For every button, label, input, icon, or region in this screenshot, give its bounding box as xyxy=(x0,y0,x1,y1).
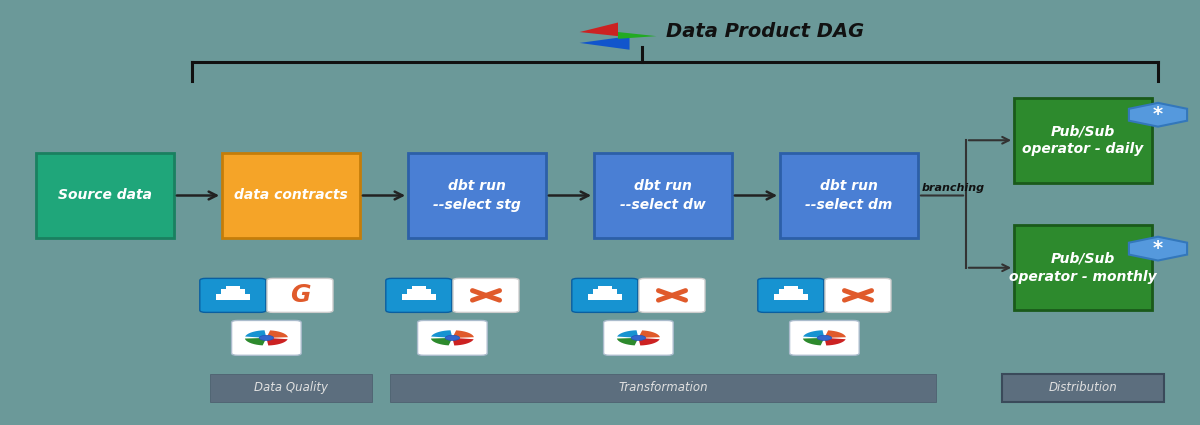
Text: Pub/Sub
operator - monthly: Pub/Sub operator - monthly xyxy=(1009,252,1157,284)
Text: *: * xyxy=(1153,105,1163,124)
FancyBboxPatch shape xyxy=(780,153,918,238)
Text: Data Product DAG: Data Product DAG xyxy=(666,23,864,41)
Text: *: * xyxy=(1153,239,1163,258)
Text: Distribution: Distribution xyxy=(1049,381,1117,394)
FancyBboxPatch shape xyxy=(454,278,520,312)
FancyBboxPatch shape xyxy=(588,294,622,300)
Polygon shape xyxy=(1129,103,1187,127)
FancyBboxPatch shape xyxy=(594,153,732,238)
Text: data contracts: data contracts xyxy=(234,189,348,202)
Circle shape xyxy=(445,335,460,340)
FancyBboxPatch shape xyxy=(774,294,808,300)
FancyBboxPatch shape xyxy=(408,153,546,238)
FancyBboxPatch shape xyxy=(758,278,824,312)
Circle shape xyxy=(259,335,274,340)
FancyBboxPatch shape xyxy=(1014,98,1152,183)
FancyBboxPatch shape xyxy=(598,286,612,289)
Text: Pub/Sub
operator - daily: Pub/Sub operator - daily xyxy=(1022,124,1144,156)
Polygon shape xyxy=(617,338,637,346)
Text: branching: branching xyxy=(922,183,985,193)
FancyBboxPatch shape xyxy=(826,278,892,312)
FancyBboxPatch shape xyxy=(571,278,638,312)
Text: dbt run
--select dw: dbt run --select dw xyxy=(620,179,706,212)
Circle shape xyxy=(817,335,832,340)
Polygon shape xyxy=(580,36,630,50)
Text: G: G xyxy=(289,283,311,307)
Polygon shape xyxy=(617,330,638,337)
Polygon shape xyxy=(266,338,288,346)
Polygon shape xyxy=(454,330,474,338)
FancyBboxPatch shape xyxy=(210,374,372,402)
FancyBboxPatch shape xyxy=(266,278,334,312)
FancyBboxPatch shape xyxy=(604,320,673,355)
Text: dbt run
--select dm: dbt run --select dm xyxy=(805,179,893,212)
FancyBboxPatch shape xyxy=(222,153,360,238)
Polygon shape xyxy=(803,338,823,346)
FancyBboxPatch shape xyxy=(232,320,301,355)
Polygon shape xyxy=(431,330,452,337)
FancyBboxPatch shape xyxy=(221,289,245,294)
FancyBboxPatch shape xyxy=(1002,374,1164,402)
FancyBboxPatch shape xyxy=(784,286,798,289)
Polygon shape xyxy=(803,330,824,337)
FancyBboxPatch shape xyxy=(386,278,451,312)
Polygon shape xyxy=(268,330,288,338)
FancyBboxPatch shape xyxy=(402,294,436,300)
Text: Transformation: Transformation xyxy=(618,381,708,394)
FancyBboxPatch shape xyxy=(407,289,431,294)
Polygon shape xyxy=(1129,237,1187,261)
FancyBboxPatch shape xyxy=(199,278,266,312)
FancyBboxPatch shape xyxy=(216,294,250,300)
FancyBboxPatch shape xyxy=(390,374,936,402)
FancyBboxPatch shape xyxy=(36,153,174,238)
Text: dbt run
--select stg: dbt run --select stg xyxy=(433,179,521,212)
Polygon shape xyxy=(452,338,474,346)
Polygon shape xyxy=(245,330,266,337)
Polygon shape xyxy=(431,338,451,346)
FancyBboxPatch shape xyxy=(1014,225,1152,310)
Polygon shape xyxy=(245,338,265,346)
Polygon shape xyxy=(580,23,618,36)
Circle shape xyxy=(631,335,646,340)
Polygon shape xyxy=(618,32,656,39)
FancyBboxPatch shape xyxy=(226,286,240,289)
Text: Source data: Source data xyxy=(58,189,152,202)
Polygon shape xyxy=(824,338,846,346)
Text: Data Quality: Data Quality xyxy=(254,381,328,394)
FancyBboxPatch shape xyxy=(593,289,617,294)
FancyBboxPatch shape xyxy=(779,289,803,294)
Polygon shape xyxy=(640,330,660,338)
FancyBboxPatch shape xyxy=(418,320,487,355)
Polygon shape xyxy=(638,338,660,346)
Polygon shape xyxy=(826,330,846,338)
FancyBboxPatch shape xyxy=(412,286,426,289)
FancyBboxPatch shape xyxy=(790,320,859,355)
FancyBboxPatch shape xyxy=(640,278,706,312)
